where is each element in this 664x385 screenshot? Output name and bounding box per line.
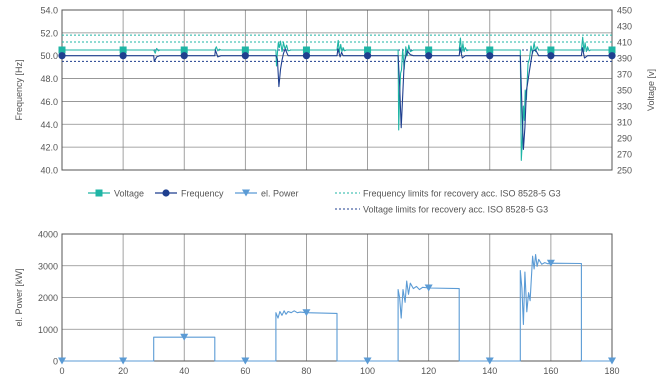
frequency-line [62,47,612,150]
y-tick-label: 1000 [38,325,58,335]
y-tick-label: 3000 [38,261,58,271]
y-tick-label: 0 [53,357,58,367]
legend-marker [242,189,250,197]
x-tick-label: 60 [240,366,250,376]
power-marker [119,357,128,365]
y2-tick-label: 270 [617,150,632,160]
voltage-marker [486,46,494,54]
frequency-marker [486,52,494,60]
y-tick-label: 2000 [38,293,58,303]
frequency-marker [119,52,127,60]
legend-marker [95,189,103,197]
frequency-marker [608,52,616,60]
y2-tick-label: 310 [617,118,632,128]
voltage-marker [608,46,616,54]
y2-tick-label: 450 [617,6,632,16]
y-tick-label: 46.0 [40,97,58,107]
y-tick-label: 54.0 [40,6,58,16]
legend-voltage-limits-label: Voltage limits for recovery acc. ISO 852… [363,205,548,215]
y-tick-label: 4000 [38,230,58,240]
x-tick-label: 20 [118,366,128,376]
voltage-marker [425,46,433,54]
y2-tick-label: 330 [617,102,632,112]
power-marker [424,284,433,292]
x-tick-label: 0 [59,366,64,376]
chart-legend: Voltage Frequency el. Power Frequency limit… [88,189,561,215]
x-tick-label: 100 [360,366,375,376]
power-chart: 0 1000 2000 3000 4000 0 20 40 60 80 100 120 140 160 18… [14,230,620,377]
frequency-marker [241,52,249,60]
power-marker [58,357,66,365]
voltage-marker [180,46,188,54]
y2-tick-label: 350 [617,86,632,96]
y2-tick-label: 250 [617,166,632,176]
legend-voltage-label: Voltage [114,189,144,199]
voltage-marker [302,46,310,54]
legend-marker [162,189,170,197]
y-axis-label: Frequency [Hz] [14,59,24,120]
y-tick-label: 48.0 [40,74,58,84]
power-marker [608,357,616,365]
voltage-marker [364,46,372,54]
power-marker [363,357,372,365]
power-marker [302,309,311,317]
y2-tick-label: 410 [617,38,632,48]
plot-frame [61,9,613,171]
frequency-marker [302,52,311,60]
voltage-marker [119,46,127,54]
y-axis-label: el. Power [kW] [14,268,24,326]
frequency-marker [547,52,555,60]
frequency-marker [363,52,372,60]
power-marker [546,259,555,267]
power-marker [180,333,189,341]
frequency-voltage-chart: 40.0 42.0 44.0 46.0 48.0 50.0 52.0 54.0 250 270 29… [14,6,656,176]
legend-frequency-limits-label: Frequency limits for recovery acc. ISO 8… [363,189,561,199]
y2-tick-label: 290 [617,134,632,144]
x-tick-label: 180 [604,366,619,376]
x-tick-label: 80 [301,366,311,376]
legend-power-label: el. Power [261,189,299,199]
y-tick-label: 52.0 [40,28,58,38]
legend-frequency-label: Frequency [181,189,224,199]
y2-tick-label: 370 [617,70,632,80]
y-tick-label: 42.0 [40,143,58,153]
power-line [62,254,612,362]
voltage-marker [241,46,249,54]
y-tick-label: 44.0 [40,120,58,130]
frequency-marker [58,52,66,60]
power-marker [241,357,250,365]
voltage-marker [58,46,66,54]
y2-tick-label: 390 [617,54,632,64]
x-tick-label: 140 [482,366,497,376]
y2-axis-label: Voltage [v] [646,69,656,111]
y2-tick-label: 430 [617,22,632,32]
x-tick-label: 160 [543,366,558,376]
y-tick-label: 50.0 [40,51,58,61]
frequency-marker [425,52,433,60]
frequency-marker [180,52,188,60]
power-marker [485,357,494,365]
x-tick-label: 120 [421,366,436,376]
y-tick-label: 40.0 [40,166,58,176]
voltage-marker [547,46,555,54]
x-tick-label: 40 [179,366,189,376]
